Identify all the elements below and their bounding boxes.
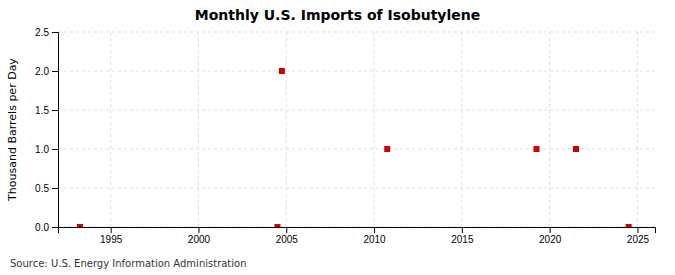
tick: 1995 <box>100 227 123 245</box>
grid-line <box>110 32 111 227</box>
tick-mark <box>52 110 58 111</box>
plot: 1995 2000 2005 2010 2015 2020 2025 0.0 0.5 1.0 1.5… <box>35 27 655 245</box>
tick-mark <box>52 188 58 189</box>
tick: 2015 <box>451 227 474 245</box>
tick: 0.5 <box>35 183 58 194</box>
tick-label: 2.5 <box>35 27 49 38</box>
tick-mark <box>52 71 58 72</box>
grid-line <box>286 32 287 227</box>
point <box>77 224 83 227</box>
tick: 2000 <box>188 227 211 245</box>
tick-label: 1.0 <box>35 144 49 155</box>
tick-label: 0.5 <box>35 183 49 194</box>
tick-mark <box>52 149 58 150</box>
tick-mark <box>374 227 375 233</box>
axis-line <box>59 228 656 234</box>
point <box>533 146 539 152</box>
grid-line <box>58 71 655 72</box>
axis-line <box>52 33 59 228</box>
tick-mark <box>462 227 463 233</box>
tick-label: 2020 <box>539 234 562 245</box>
y-axis-label: Thousand Barrels per Day <box>6 58 19 202</box>
tick-mark <box>550 227 551 233</box>
tick-label: 2025 <box>627 234 650 245</box>
grid-line <box>198 32 199 227</box>
tick: 2010 <box>363 227 386 245</box>
tick: 2025 <box>627 227 650 245</box>
y-axis: 0.0 0.5 1.0 1.5 2.0 2.5 <box>35 27 58 233</box>
tick: 2005 <box>276 227 299 245</box>
grid-line <box>58 32 655 33</box>
tick: 0.0 <box>35 222 58 233</box>
grid-line <box>374 32 375 227</box>
point <box>384 146 390 152</box>
tick-mark <box>198 227 199 233</box>
tick-label: 2000 <box>188 234 211 245</box>
point <box>274 224 280 227</box>
grid-line <box>58 149 655 150</box>
grid-line <box>637 32 638 227</box>
chart: 1995 2000 2005 2010 2015 2020 2025 0.0 0.5 1.0 1.5… <box>0 0 675 275</box>
tick-mark <box>637 227 638 233</box>
point <box>626 224 632 227</box>
grid-line <box>461 32 462 227</box>
point <box>573 146 579 152</box>
tick-label: 2010 <box>363 234 386 245</box>
annotation: Source: U.S. Energy Information Administ… <box>10 258 247 269</box>
tick: 1.5 <box>35 105 58 116</box>
tick-label: 2.0 <box>35 66 49 77</box>
points <box>77 68 632 227</box>
tick-mark <box>52 227 58 228</box>
tick-label: 1.5 <box>35 105 49 116</box>
tick-label: 1995 <box>100 234 123 245</box>
tick-label: 0.0 <box>35 222 49 233</box>
tick: 2020 <box>539 227 562 245</box>
tick: 1.0 <box>35 144 58 155</box>
tick-label: 2015 <box>451 234 474 245</box>
title: Monthly U.S. Imports of Isobutylene <box>195 7 480 23</box>
tick: 2.5 <box>35 27 58 38</box>
tick: 2.0 <box>35 66 58 77</box>
tick-label: 2005 <box>276 234 299 245</box>
tick-mark <box>111 227 112 233</box>
tick-mark <box>286 227 287 233</box>
grid-line <box>58 188 655 189</box>
grid-line <box>58 110 655 111</box>
grid <box>58 32 655 227</box>
x-axis: 1995 2000 2005 2010 2015 2020 2025 <box>59 227 656 245</box>
tick-mark <box>52 32 58 33</box>
grid-line <box>549 32 550 227</box>
point <box>279 68 285 74</box>
